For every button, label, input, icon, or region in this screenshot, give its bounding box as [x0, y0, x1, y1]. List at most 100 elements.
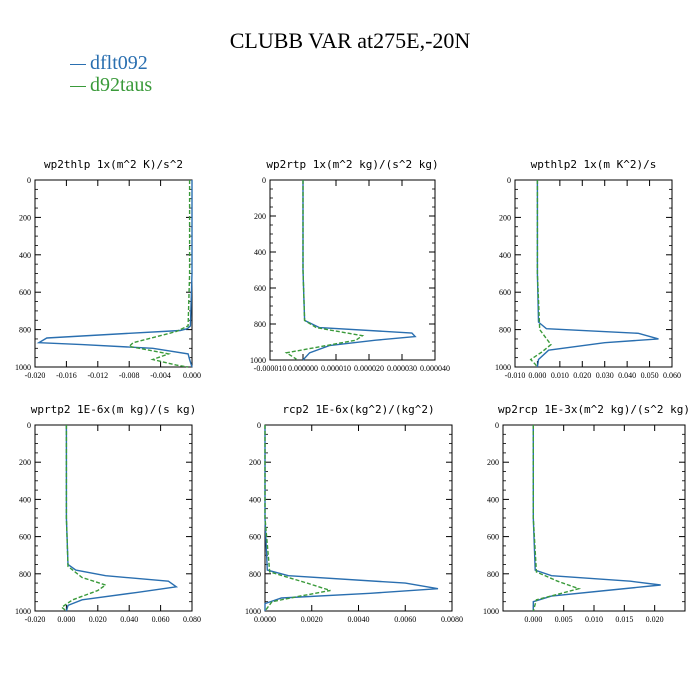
series-line-d92taus	[532, 425, 582, 612]
x-tick-label: 0.0000	[254, 615, 276, 624]
x-tick-label: -0.020	[25, 615, 46, 624]
x-tick-label: -0.008	[119, 371, 140, 380]
y-tick-label: 0	[27, 421, 31, 430]
x-tick-label: 0.000	[57, 615, 75, 624]
x-tick-label: -0.020	[25, 371, 46, 380]
y-tick-label: 600	[499, 288, 511, 297]
plot-title: wpthlp2 1x(m K^2)/s	[531, 158, 657, 171]
x-tick-label: 0.0060	[394, 615, 416, 624]
legend-item-dflt092: dflt092	[70, 53, 148, 73]
series-line-d92taus	[264, 425, 331, 612]
series-line-dflt092	[532, 425, 661, 611]
y-tick-label: 1000	[250, 356, 266, 365]
x-tick-label: 0.060	[663, 371, 681, 380]
page-title: CLUBB VAR at275E,-20N	[229, 28, 471, 53]
series-line-d92taus	[529, 180, 552, 368]
series-line-dflt092	[536, 180, 659, 368]
y-tick-label: 0	[495, 421, 499, 430]
legend-label: dflt092	[90, 52, 148, 74]
y-tick-label: 800	[499, 326, 511, 335]
x-tick-label: 0.0080	[441, 615, 463, 624]
y-tick-label: 1000	[495, 363, 511, 372]
plot-title: rcp2 1E-6x(kg^2)/(kg^2)	[282, 403, 434, 416]
x-tick-label: -0.016	[56, 371, 77, 380]
y-tick-label: 400	[19, 251, 31, 260]
y-tick-label: 800	[254, 320, 266, 329]
y-tick-label: 0	[507, 176, 511, 185]
x-tick-label: 0.000	[528, 371, 546, 380]
x-tick-label: 0.000	[183, 371, 201, 380]
x-tick-label: 0.005	[555, 615, 573, 624]
series-line-dflt092	[36, 180, 193, 368]
x-tick-label: 0.020	[573, 371, 591, 380]
y-tick-label: 800	[487, 570, 499, 579]
y-tick-label: 1000	[15, 607, 31, 616]
x-tick-label: 0.010	[551, 371, 569, 380]
y-tick-label: 400	[19, 495, 31, 504]
y-tick-label: 1000	[15, 363, 31, 372]
plot-frame	[34, 424, 193, 612]
y-tick-label: 600	[19, 533, 31, 542]
series-line-d92taus	[284, 180, 365, 360]
plot-frame	[502, 424, 686, 612]
x-tick-label: -0.012	[87, 371, 108, 380]
plot-title: wprtp2 1E-6x(m kg)/(s kg)	[31, 403, 197, 416]
plot-frame	[264, 424, 453, 612]
x-tick-label: 0.000040	[420, 364, 450, 373]
series-line-d92taus	[127, 180, 191, 368]
series-line-dflt092	[302, 180, 417, 361]
y-tick-label: 200	[499, 213, 511, 222]
x-tick-label: -0.000010	[254, 364, 287, 373]
plot-frame	[34, 179, 193, 368]
y-tick-label: 600	[249, 533, 261, 542]
x-tick-label: 0.015	[615, 615, 633, 624]
legend-item-d92taus: d92taus	[70, 75, 152, 95]
x-tick-label: 0.0020	[301, 615, 323, 624]
legend-label: d92taus	[90, 74, 153, 96]
y-tick-label: 0	[262, 176, 266, 185]
plot-title: wp2rcp 1E-3x(m^2 kg)/(s^2 kg)	[498, 403, 690, 416]
x-tick-label: 0.000010	[321, 364, 351, 373]
y-tick-label: 200	[487, 458, 499, 467]
y-tick-label: 1000	[483, 607, 499, 616]
plot-title: wp2rtp 1x(m^2 kg)/(s^2 kg)	[266, 158, 438, 171]
y-tick-label: 0	[27, 176, 31, 185]
y-tick-label: 800	[19, 326, 31, 335]
y-tick-label: 800	[249, 570, 261, 579]
y-tick-label: 200	[254, 212, 266, 221]
y-tick-label: 600	[19, 288, 31, 297]
x-tick-label: 0.040	[120, 615, 138, 624]
y-tick-label: 400	[254, 248, 266, 257]
y-tick-label: 1000	[245, 607, 261, 616]
y-tick-label: 400	[487, 495, 499, 504]
x-tick-label: 0.050	[641, 371, 659, 380]
y-tick-label: 200	[19, 213, 31, 222]
series-line-d92taus	[60, 425, 108, 612]
x-tick-label: 0.080	[183, 615, 201, 624]
x-tick-label: 0.0040	[348, 615, 370, 624]
legend-swatch	[70, 85, 86, 87]
x-tick-label: 0.000	[524, 615, 542, 624]
y-tick-label: 0	[257, 421, 261, 430]
x-tick-label: 0.020	[646, 615, 664, 624]
y-tick-label: 400	[499, 251, 511, 260]
y-tick-label: 200	[249, 458, 261, 467]
x-tick-label: 0.060	[152, 615, 170, 624]
series-line-dflt092	[264, 425, 439, 611]
y-tick-label: 200	[19, 458, 31, 467]
x-tick-label: -0.004	[150, 371, 171, 380]
x-tick-label: 0.040	[618, 371, 636, 380]
legend-swatch	[70, 63, 86, 65]
x-tick-label: 0.000030	[387, 364, 417, 373]
x-tick-label: 0.000020	[354, 364, 384, 373]
plot-title: wp2thlp 1x(m^2 K)/s^2	[44, 158, 183, 171]
x-tick-label: 0.000000	[288, 364, 318, 373]
x-tick-label: 0.030	[596, 371, 614, 380]
y-tick-label: 800	[19, 570, 31, 579]
x-tick-label: 0.020	[89, 615, 107, 624]
series-line-dflt092	[65, 425, 179, 612]
x-tick-label: -0.010	[505, 371, 526, 380]
y-tick-label: 600	[487, 533, 499, 542]
x-tick-label: 0.010	[585, 615, 603, 624]
